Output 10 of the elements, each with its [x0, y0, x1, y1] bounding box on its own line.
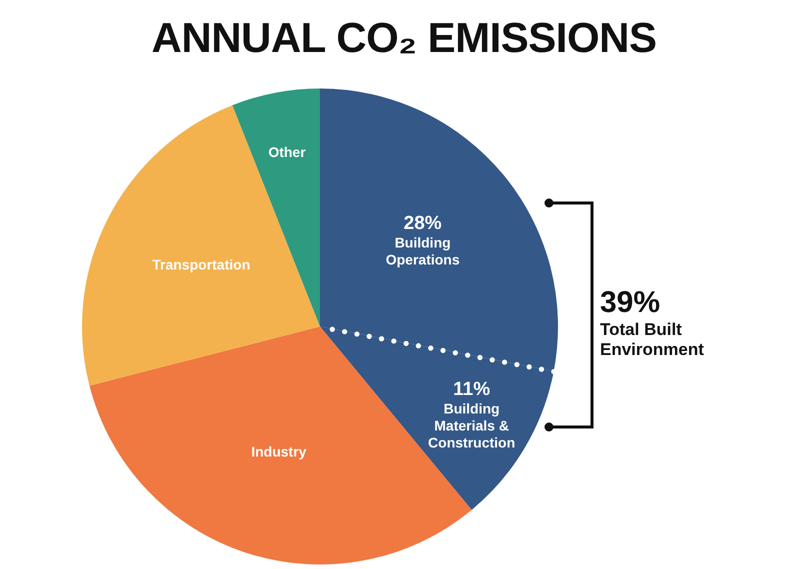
text: Total Built Environment: [600, 320, 705, 360]
slice-label: Transportation: [152, 256, 250, 272]
chart-title: ANNUAL CO₂ EMISSIONS: [150, 14, 658, 62]
slice-label: Other: [268, 144, 306, 160]
slice-label: Building Operations: [386, 234, 460, 268]
text: 39%: [600, 286, 662, 320]
data-label: 11%: [453, 378, 490, 400]
slice-label: Industry: [251, 444, 307, 460]
data-label: 28%: [404, 212, 442, 234]
slice-label: Building Materials & Construction: [428, 400, 516, 451]
